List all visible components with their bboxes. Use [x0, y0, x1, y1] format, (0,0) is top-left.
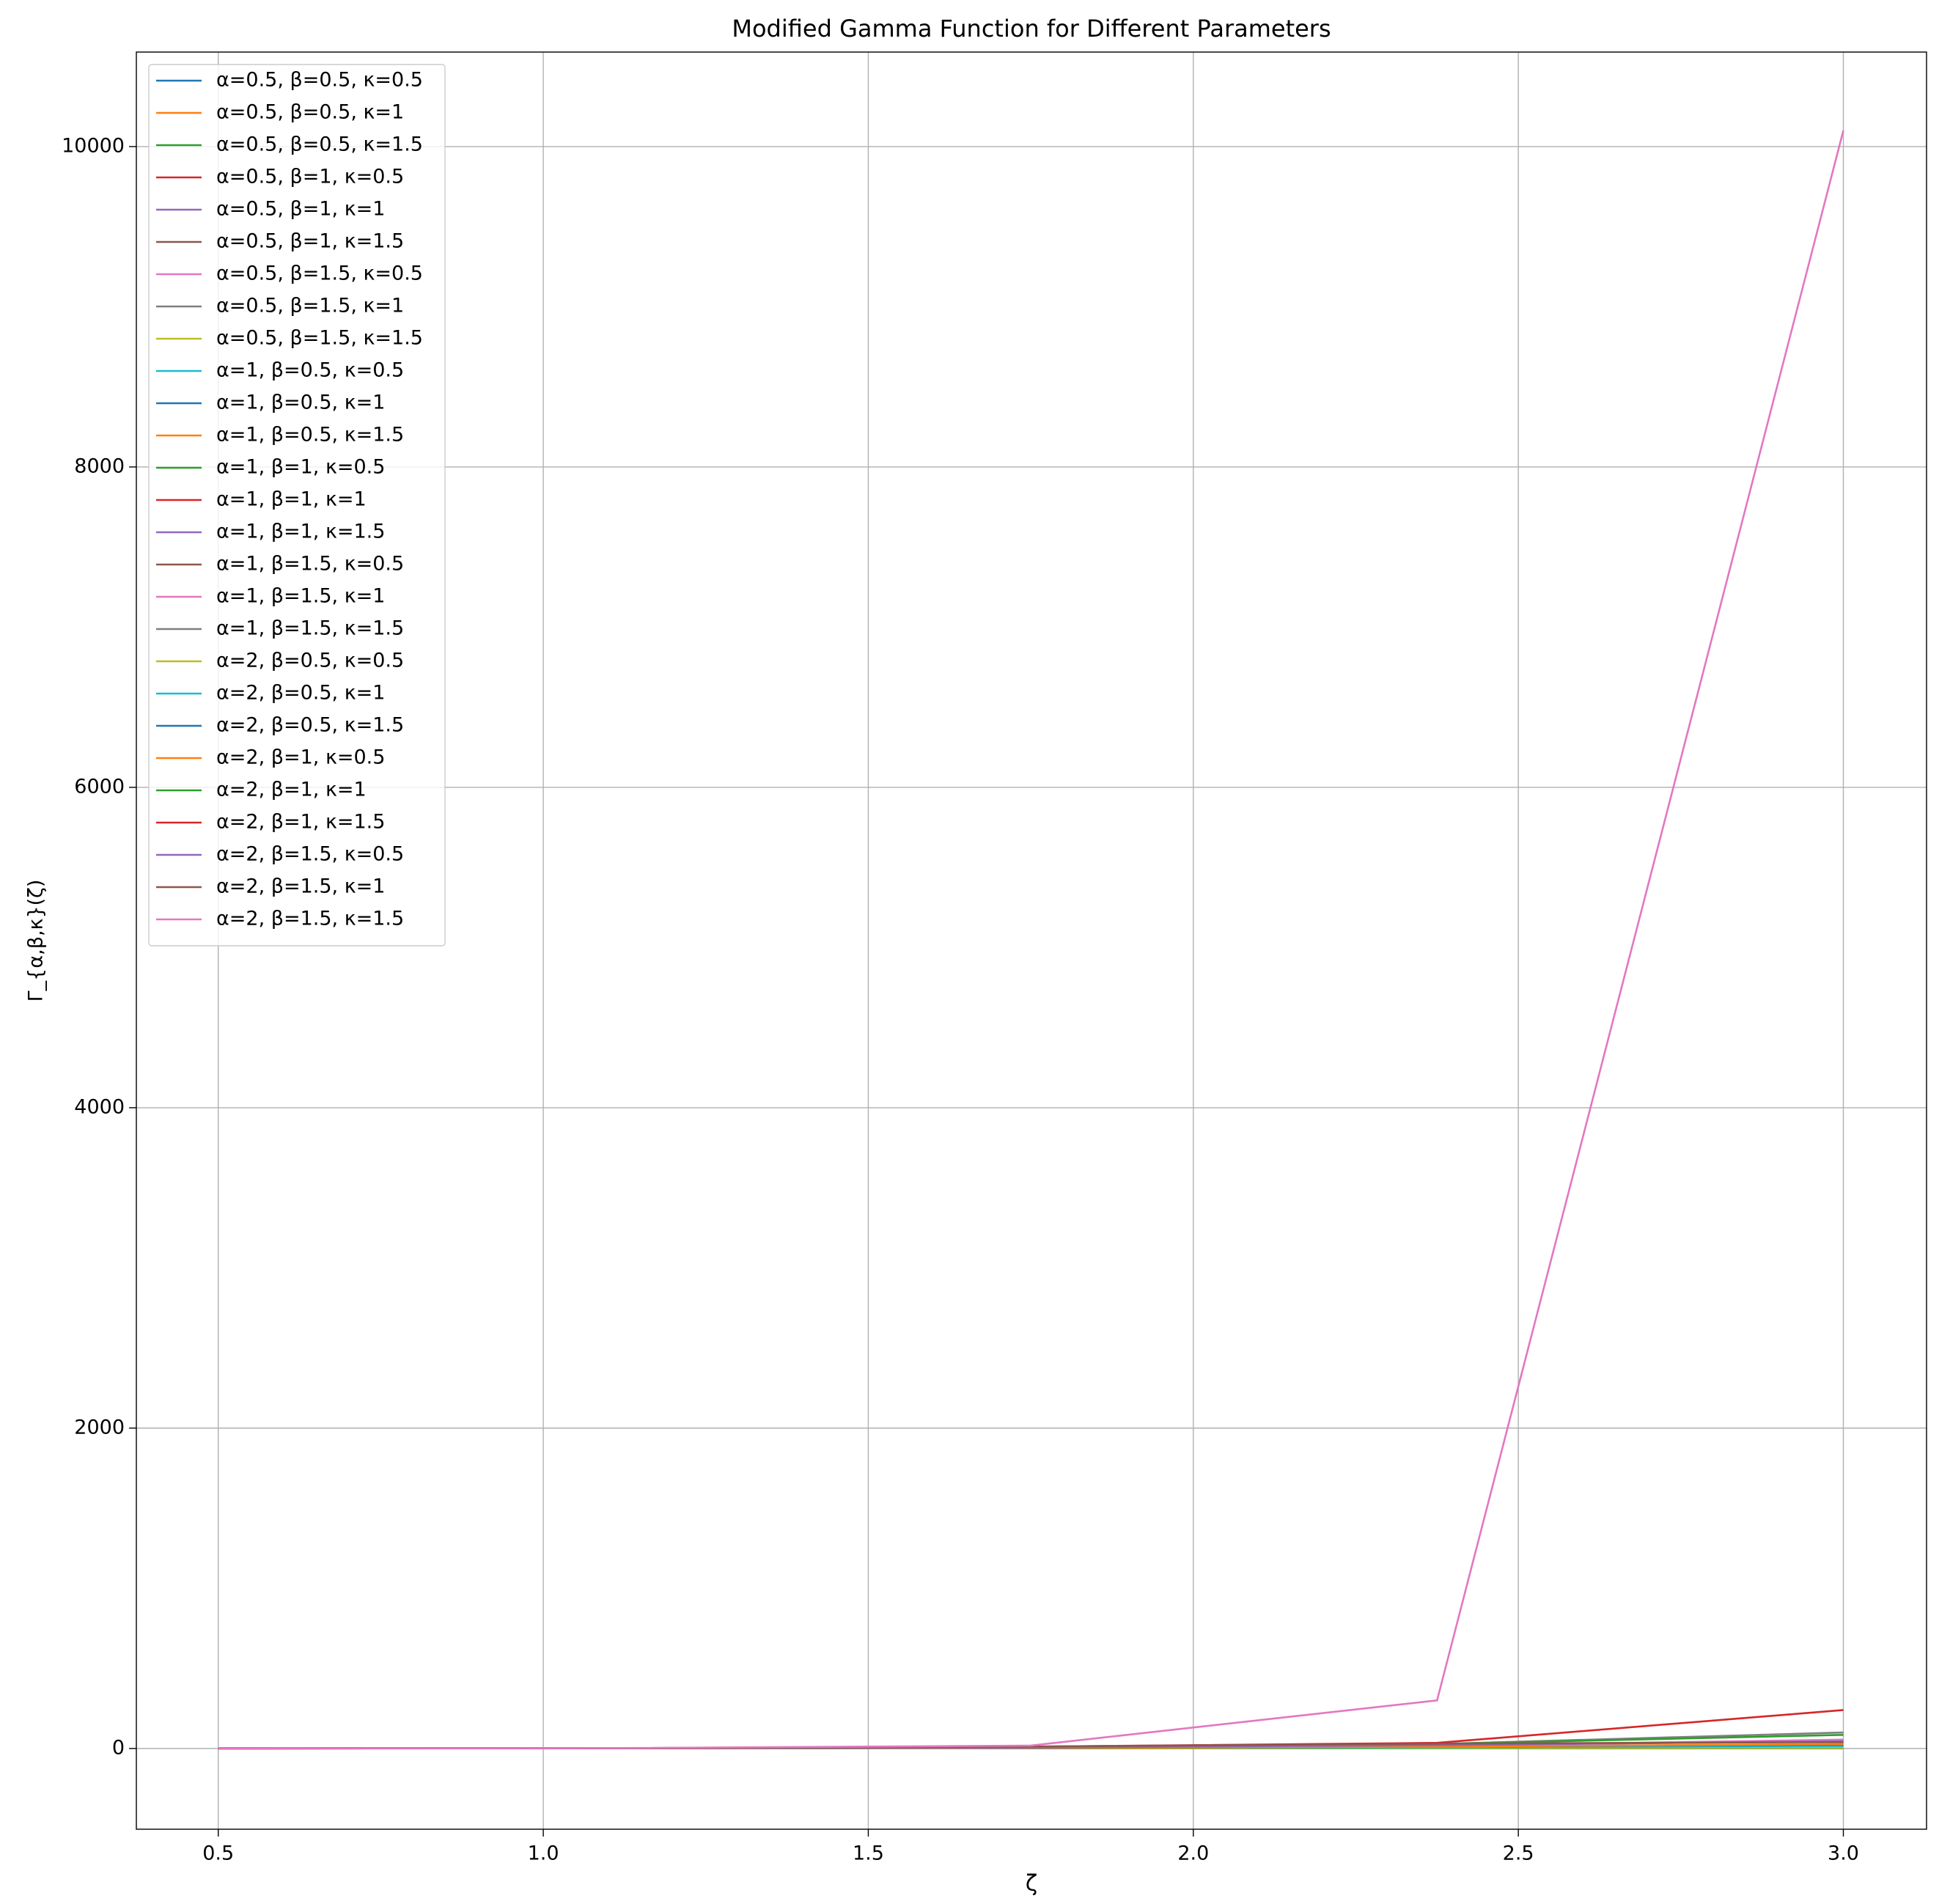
legend-label: α=0.5, β=1.5, κ=1.5 [216, 327, 423, 350]
legend-label: α=1, β=1, κ=1 [216, 488, 367, 511]
x-tick-label: 1.0 [528, 1842, 559, 1865]
y-tick-label: 10000 [62, 134, 125, 157]
legend-label: α=2, β=1, κ=0.5 [216, 746, 385, 769]
legend-label: α=1, β=0.5, κ=0.5 [216, 359, 404, 382]
legend-label: α=1, β=1.5, κ=1 [216, 585, 385, 608]
legend-label: α=2, β=0.5, κ=0.5 [216, 650, 404, 672]
x-axis-label: ζ [1026, 1871, 1037, 1897]
y-tick-label: 4000 [74, 1095, 125, 1118]
x-tick-label: 2.0 [1177, 1842, 1209, 1865]
y-tick-label: 8000 [74, 455, 125, 477]
legend-label: α=0.5, β=1.5, κ=1 [216, 295, 404, 317]
x-tick-label: 0.5 [202, 1842, 234, 1865]
legend-box [148, 64, 446, 947]
legend-label: α=2, β=1.5, κ=1.5 [216, 908, 404, 930]
legend-label: α=0.5, β=1, κ=1.5 [216, 230, 404, 253]
y-axis-label: Γ_{α,β,κ}(ζ) [25, 880, 48, 1002]
x-tick-label: 2.5 [1503, 1842, 1534, 1865]
legend-label: α=2, β=0.5, κ=1 [216, 682, 385, 705]
plot-frame [136, 51, 1927, 1830]
y-tick-label: 6000 [74, 775, 125, 798]
legend-label: α=1, β=1, κ=0.5 [216, 456, 385, 479]
legend-label: α=1, β=1, κ=1.5 [216, 521, 385, 543]
y-tick-label: 2000 [74, 1416, 125, 1438]
y-tick-label: 0 [112, 1736, 125, 1759]
legend-label: α=0.5, β=1.5, κ=0.5 [216, 262, 423, 285]
x-tick-label: 1.5 [853, 1842, 884, 1865]
legend-label: α=0.5, β=0.5, κ=1.5 [216, 133, 423, 156]
legend-label: α=0.5, β=0.5, κ=0.5 [216, 69, 423, 92]
legend-label: α=1, β=0.5, κ=1 [216, 392, 385, 414]
legend-label: α=2, β=1.5, κ=1 [216, 875, 385, 898]
legend-label: α=0.5, β=1, κ=1 [216, 198, 385, 221]
legend-label: α=1, β=1.5, κ=1.5 [216, 617, 404, 640]
legend-label: α=2, β=0.5, κ=1.5 [216, 714, 404, 737]
legend-label: α=2, β=1, κ=1.5 [216, 811, 385, 834]
legend-label: α=1, β=0.5, κ=1.5 [216, 424, 404, 446]
x-tick-label: 3.0 [1828, 1842, 1859, 1865]
legend-label: α=0.5, β=0.5, κ=1 [216, 101, 404, 124]
legend-label: α=2, β=1, κ=1 [216, 779, 367, 801]
legend-label: α=1, β=1.5, κ=0.5 [216, 553, 404, 576]
legend-label: α=0.5, β=1, κ=0.5 [216, 166, 404, 188]
legend-label: α=2, β=1.5, κ=0.5 [216, 843, 404, 866]
chart-title: Modified Gamma Function for Different Pa… [732, 15, 1331, 43]
series-line [218, 130, 1844, 1750]
